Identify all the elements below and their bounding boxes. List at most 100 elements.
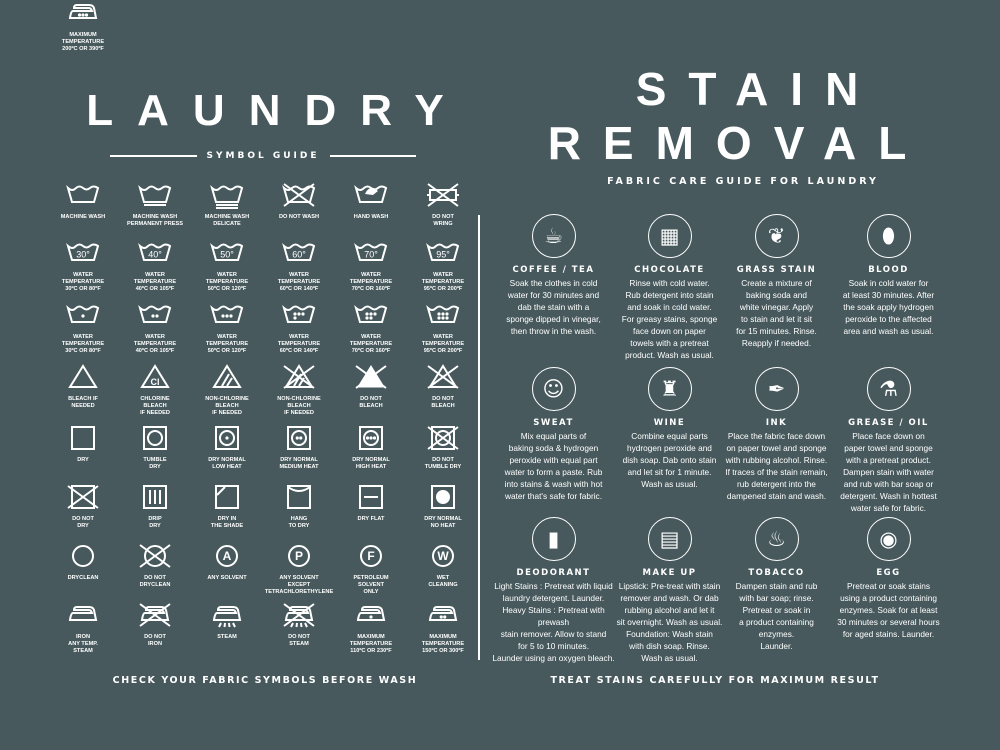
symbol-label: WATER TEMPERATURE 60ºC OR 140ºF	[277, 334, 321, 354]
laundry-symbol: DRY NORMAL LOW HEAT	[187, 425, 267, 471]
symbol-label: WATER TEMPERATURE 50ºC OR 120ºF	[205, 334, 249, 354]
laundry-symbol: MACHINE WASH PERMANENT PRESS	[115, 182, 195, 228]
symbol-label: CHLORINE BLEACH IF NEEDED	[140, 396, 170, 416]
divider-line	[110, 155, 197, 157]
stain-title: WINE	[653, 418, 686, 428]
laundry-symbol: WATER TEMPERATURE 70ºC OR 160ºF	[331, 302, 411, 355]
coffee-cup-icon: ☕	[531, 214, 576, 258]
laundry-symbol: 70° WATER TEMPERATURE 70ºC OR 160ºF	[331, 240, 411, 293]
symbol-label: DO NOT WRING	[432, 214, 454, 227]
svg-text:40°: 40°	[148, 250, 162, 260]
dry-normal-low-heat-icon	[215, 426, 239, 450]
symbol-guide-text: SYMBOL GUIDE	[206, 151, 320, 161]
do-not-steam-icon	[283, 603, 315, 628]
water-temperature-40-c-or-105-f-icon	[138, 304, 172, 323]
non-chlorine-bleach-if-needed-icon	[212, 364, 242, 388]
symbol-label: DRIP DRY	[148, 516, 162, 529]
dry-normal-no-heat-icon	[431, 485, 455, 509]
laundry-title: LAUNDRY	[86, 86, 468, 135]
stain-item: ▦ CHOCOLATE Rinse with cold water. Rub det…	[607, 214, 732, 361]
laundry-symbol: MAXIMUM TEMPERATURE 110ºC OR 230ºF	[331, 602, 411, 655]
stain-title: TOBACCO	[748, 568, 805, 578]
stain-item: ✒ INK Place the fabric face down on paper …	[714, 367, 839, 502]
stain-description: Pretreat or soak stains using a product …	[837, 581, 940, 639]
symbol-label: DRYCLEAN	[67, 575, 99, 581]
laundry-symbol: HANG TO DRY	[259, 484, 339, 530]
laundry-symbol: DO NOT WASH	[259, 182, 339, 221]
symbol-label: WATER TEMPERATURE 40ºC OR 105ºF	[133, 334, 177, 354]
symbol-label: WATER TEMPERATURE 60ºC OR 140ºF	[277, 272, 321, 292]
stain-title: INK	[765, 418, 788, 428]
symbol-label: TUMBLE DRY	[143, 457, 167, 470]
chocolate-bar-icon: ▦	[647, 214, 692, 258]
symbol-guide-subtitle: SYMBOL GUIDE	[110, 151, 416, 161]
symbol-label: WATER TEMPERATURE 95ºC OR 200ºF	[421, 334, 465, 354]
svg-text:W: W	[437, 549, 449, 563]
stain-item: ☺ SWEAT Mix equal parts of baking soda & h…	[491, 367, 616, 502]
pipe-icon: ♨	[754, 517, 799, 561]
stain-subtitle: FABRIC CARE GUIDE FOR LAUNDRY	[607, 176, 879, 187]
symbol-label: HAND WASH	[353, 214, 389, 220]
symbol-label: DO NOT IRON	[144, 634, 166, 647]
dryclean-icon	[72, 545, 94, 567]
deodorant-icon: ▮	[531, 517, 576, 561]
dry-normal-high-heat-icon	[359, 426, 383, 450]
laundry-symbol: MAXIMUM TEMPERATURE 200ºC OR 390ºF	[43, 0, 123, 53]
symbol-label: NON-CHLORINE BLEACH IF NEEDED	[277, 396, 321, 416]
symbol-label: DRY FLAT	[357, 516, 385, 522]
symbol-label: MACHINE WASH PERMANENT PRESS	[127, 214, 183, 227]
laundry-symbol: WATER TEMPERATURE 60ºC OR 140ºF	[259, 302, 339, 355]
laundry-symbol: IRON ANY TEMP. STEAM	[43, 602, 123, 655]
drop-icon: ⬮	[866, 214, 911, 258]
symbol-label: PETROLEUM SOLVENT ONLY	[353, 575, 389, 595]
do-not-bleach-icon	[355, 365, 387, 389]
symbol-label: WATER TEMPERATURE 40ºC OR 105ºF	[133, 272, 177, 292]
svg-text:Cl: Cl	[151, 377, 160, 387]
petroleum-solvent-only-icon: F	[360, 545, 382, 567]
water-temperature-95-c-or-200-f-icon: 95°	[426, 242, 460, 261]
laundry-symbol: DO NOT DRY	[43, 484, 123, 530]
laundry-symbol: TUMBLE DRY	[115, 425, 195, 471]
stain-description: Place the fabric face down on paper towe…	[725, 431, 828, 501]
laundry-symbol: WATER TEMPERATURE 40ºC OR 105ºF	[115, 302, 195, 355]
stain-description: Combine equal parts hydrogen peroxide an…	[622, 431, 717, 489]
dry-in-the-shade-icon	[215, 485, 239, 509]
laundry-symbol: MACHINE WASH DELICATE	[187, 182, 267, 228]
quill-ink-icon: ✒	[754, 367, 799, 411]
stain-item: ❦ GRASS STAIN Create a mixture of baking s…	[714, 214, 839, 349]
makeup-palette-icon: ▤	[647, 517, 692, 561]
symbol-label: WATER TEMPERATURE 50ºC OR 120ºF	[205, 272, 249, 292]
symbol-label: DRY NORMAL MEDIUM HEAT	[279, 457, 319, 470]
iron-any-temp-steam-icon	[68, 606, 98, 621]
water-temperature-40-c-or-105-f-icon: 40°	[138, 242, 172, 261]
divider-line	[329, 155, 416, 157]
laundry-symbol: 95° WATER TEMPERATURE 95ºC OR 200ºF	[403, 240, 483, 293]
symbol-label: STEAM	[217, 634, 237, 640]
water-temperature-60-c-or-140-f-icon	[282, 304, 316, 323]
stain-description: Soak the clothes in cold water for 30 mi…	[506, 278, 601, 336]
stain-item: ☕ COFFEE / TEA Soak the clothes in cold wa…	[491, 214, 616, 337]
water-temperature-30-c-or-80-f-icon	[66, 304, 100, 323]
symbol-label: WATER TEMPERATURE 30ºC OR 80ºF	[61, 272, 105, 292]
symbol-label: MACHINE WASH	[60, 214, 106, 220]
dry-flat-icon	[359, 485, 383, 509]
symbol-label: HANG TO DRY	[288, 516, 310, 529]
laundry-symbol: DRY IN THE SHADE	[187, 484, 267, 530]
stain-item: ♨ TOBACCO Dampen stain and rub with bar so…	[714, 517, 839, 652]
symbol-label: ANY SOLVENT EXCEPT TETRACHLORETHYLENE	[264, 575, 334, 595]
laundry-symbol: Cl CHLORINE BLEACH IF NEEDED	[115, 364, 195, 417]
laundry-symbol: DO NOT TUMBLE DRY	[403, 425, 483, 471]
stain-title: CHOCOLATE	[634, 265, 705, 275]
laundry-symbol: DO NOT DRYCLEAN	[115, 543, 195, 589]
maximum-temperature-150-c-or-300-f-icon	[428, 606, 458, 621]
laundry-symbol: WATER TEMPERATURE 50ºC OR 120ºF	[187, 302, 267, 355]
stain-item: ▤ MAKE UP Lipstick: Pre-treat with stain r…	[607, 517, 732, 664]
laundry-symbol: 30° WATER TEMPERATURE 30ºC OR 80ºF	[43, 240, 123, 293]
laundry-symbol: NON-CHLORINE BLEACH IF NEEDED	[259, 364, 339, 417]
dry-icon	[71, 426, 95, 450]
stain-description: Create a mixture of baking soda and whit…	[736, 278, 817, 348]
stain-description: Lipstick: Pre-treat with stain remover a…	[616, 581, 723, 663]
laundry-symbol: F PETROLEUM SOLVENT ONLY	[331, 543, 411, 596]
water-temperature-30-c-or-80-f-icon: 30°	[66, 242, 100, 261]
symbol-label: MAXIMUM TEMPERATURE 200ºC OR 390ºF	[61, 32, 105, 52]
